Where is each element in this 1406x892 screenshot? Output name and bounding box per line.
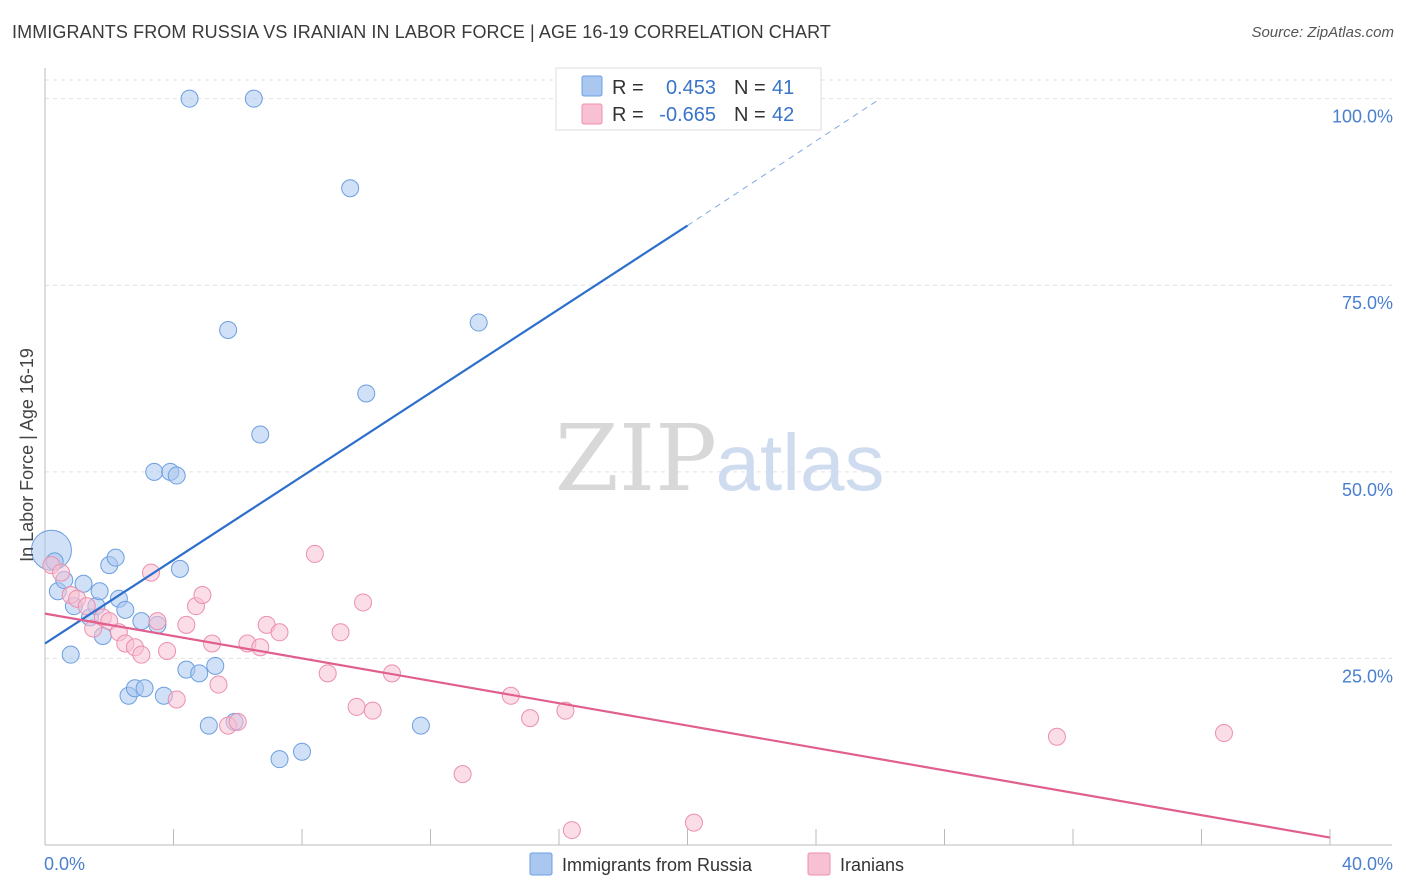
point-russia bbox=[132, 612, 151, 631]
point-iranians bbox=[193, 585, 212, 604]
point-iranians bbox=[209, 675, 228, 694]
point-iranians bbox=[347, 697, 366, 716]
x-tick-label: 40.0% bbox=[1342, 854, 1393, 874]
point-iranians bbox=[177, 615, 196, 634]
point-iranians bbox=[228, 712, 247, 731]
y-tick-label: 25.0% bbox=[1342, 666, 1393, 686]
point-russia bbox=[145, 462, 164, 481]
stats-legend: R = 0.453 N = 41 R = -0.665 N = 42 bbox=[555, 67, 822, 131]
y-tick-label: 100.0% bbox=[1332, 107, 1393, 127]
point-russia bbox=[135, 679, 154, 698]
point-russia bbox=[206, 656, 225, 675]
axes bbox=[44, 68, 1392, 846]
point-iranians bbox=[148, 612, 167, 631]
source-credit: Source: ZipAtlas.com bbox=[1251, 24, 1394, 41]
point-iranians bbox=[521, 709, 540, 728]
point-russia bbox=[411, 716, 430, 735]
legend-swatch-russia bbox=[529, 852, 553, 876]
series-legend: Immigrants from Russia Iranians bbox=[529, 852, 904, 876]
point-iranians bbox=[562, 821, 581, 840]
stats-r-value-russia: 0.453 bbox=[666, 77, 716, 99]
chart-title: IMMIGRANTS FROM RUSSIA VS IRANIAN IN LAB… bbox=[12, 22, 831, 42]
legend-swatch-iranians bbox=[807, 852, 831, 876]
point-iranians bbox=[331, 623, 350, 642]
point-russia bbox=[199, 716, 218, 735]
data-points bbox=[30, 89, 1233, 840]
point-russia bbox=[167, 466, 186, 485]
point-iranians bbox=[318, 664, 337, 683]
point-iranians bbox=[270, 623, 289, 642]
point-russia bbox=[74, 574, 93, 593]
stats-n-label-iranians: N = bbox=[734, 104, 766, 126]
watermark-atlas: atlas bbox=[716, 418, 885, 507]
point-russia bbox=[180, 89, 199, 108]
gridlines bbox=[45, 79, 1392, 659]
y-tick-label: 75.0% bbox=[1342, 293, 1393, 313]
y-tick-labels: 25.0% 50.0% 75.0% 100.0% bbox=[1332, 107, 1393, 687]
point-iranians bbox=[354, 593, 373, 612]
x-tick-labels: 0.0% 40.0% bbox=[44, 854, 1393, 874]
watermark-zip: ZIP bbox=[555, 405, 717, 512]
point-russia bbox=[293, 742, 311, 761]
stats-r-label-iranians: R = bbox=[612, 104, 644, 126]
point-russia bbox=[219, 321, 238, 340]
point-russia bbox=[469, 313, 488, 332]
trend-line-russia bbox=[44, 224, 689, 645]
trend-lines bbox=[44, 98, 1331, 839]
point-iranians bbox=[167, 690, 186, 709]
point-iranians bbox=[305, 544, 324, 563]
point-russia bbox=[244, 89, 263, 108]
point-iranians bbox=[556, 701, 575, 720]
point-iranians bbox=[1214, 724, 1233, 743]
point-russia bbox=[190, 664, 209, 683]
point-russia bbox=[61, 645, 80, 664]
stats-n-value-iranians: 42 bbox=[772, 104, 794, 126]
trend-line-russia-extension bbox=[687, 98, 881, 226]
point-russia bbox=[170, 559, 189, 578]
legend-label-iranians: Iranians bbox=[840, 855, 904, 875]
y-tick-label: 50.0% bbox=[1342, 480, 1393, 500]
point-russia bbox=[270, 750, 289, 769]
stats-r-label-russia: R = bbox=[612, 77, 644, 99]
point-iranians bbox=[1047, 727, 1066, 746]
point-iranians bbox=[453, 765, 472, 784]
x-tick-label: 0.0% bbox=[44, 854, 85, 874]
point-iranians bbox=[158, 641, 177, 660]
y-axis-label: In Labor Force | Age 16-19 bbox=[17, 348, 37, 562]
point-iranians bbox=[363, 701, 382, 720]
stats-n-label-russia: N = bbox=[734, 77, 766, 99]
point-russia bbox=[106, 548, 125, 567]
point-russia bbox=[251, 425, 270, 444]
legend-label-russia: Immigrants from Russia bbox=[562, 855, 753, 875]
point-iranians bbox=[684, 813, 703, 832]
point-iranians bbox=[132, 645, 151, 664]
point-russia bbox=[357, 384, 376, 403]
stats-swatch-russia bbox=[581, 75, 603, 97]
point-russia bbox=[341, 179, 360, 198]
stats-n-value-russia: 41 bbox=[772, 77, 794, 99]
watermark: ZIP atlas bbox=[555, 405, 885, 512]
point-russia bbox=[116, 600, 135, 619]
point-iranians bbox=[77, 597, 96, 616]
point-russia bbox=[90, 582, 109, 601]
point-iranians bbox=[52, 563, 71, 582]
stats-swatch-iranians bbox=[581, 103, 603, 125]
stats-r-value-iranians: -0.665 bbox=[659, 104, 716, 126]
trend-line-iranians bbox=[44, 612, 1331, 839]
